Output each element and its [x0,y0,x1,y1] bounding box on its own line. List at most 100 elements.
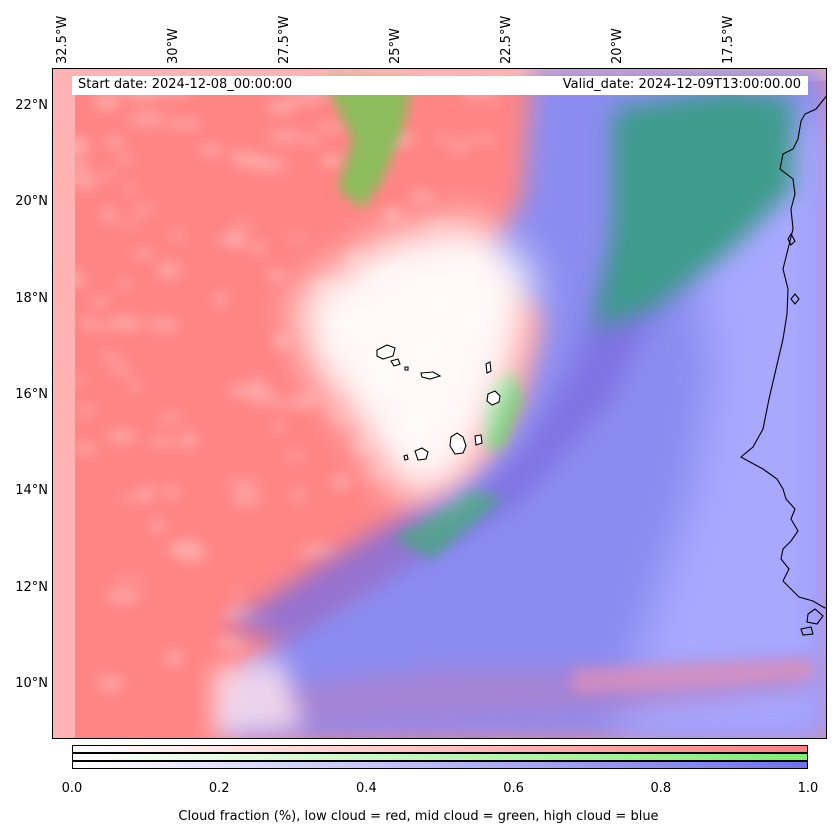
low-cloud-speckle [117,219,143,227]
low-cloud-speckle [79,315,97,330]
low-cloud-speckle [354,438,368,454]
low-cloud-speckle [93,93,121,110]
low-cloud-speckle [232,589,247,598]
low-cloud-speckle [68,161,90,173]
low-cloud-speckle [267,129,304,143]
colorbar-tick-label: 0.8 [650,781,672,796]
low-cloud-speckle [231,219,255,227]
low-cloud-speckle [213,290,228,308]
colorbar-label: Cloud fraction (%), low cloud = red, mid… [178,809,659,824]
longitude-tick-label: 27.5°W [277,15,292,64]
colorbar-tick-label: 0.2 [208,781,230,796]
low-cloud-speckle [271,421,287,430]
longitude-tick-label: 20°W [610,28,625,64]
cape-verde-islands [376,344,501,461]
africa-coastline-islands [787,232,800,305]
low-cloud-speckle [381,207,404,222]
valid-date-label: Valid_date: 2024-12-09T13:00:00.00 [562,77,801,92]
low-cloud-speckle [148,435,179,447]
colorbar-band-low [72,745,808,753]
latitude-tick-label: 16°N [15,386,48,402]
low-cloud-speckle [164,650,184,666]
low-cloud-speckle [231,154,269,169]
latitude-tick-label: 18°N [15,290,48,306]
low-cloud-speckle [113,576,145,582]
low-cloud-speckle [227,385,258,394]
low-cloud-speckle [98,675,123,692]
low-cloud-speckle [67,174,100,189]
low-cloud-speckle [106,430,137,443]
low-cloud-speckle [130,249,157,260]
low-cloud-speckle [107,315,143,331]
low-cloud-speckle [100,353,123,361]
low-cloud-speckle [101,208,118,223]
low-cloud-speckle [90,297,110,308]
low-cloud-speckle [127,380,141,391]
low-cloud-speckle [364,467,384,478]
longitude-tick-label: 17.5°W [721,15,736,64]
low-cloud-speckle [277,402,316,410]
low-cloud-speckle [323,155,344,167]
low-cloud-speckle [130,204,158,215]
latitude-tick-label: 14°N [15,483,48,499]
latitude-tick-label: 20°N [15,194,48,210]
low-cloud-speckle [163,485,180,499]
low-cloud-speckle [104,136,126,148]
longitude-tick-label: 22.5°W [499,15,514,64]
longitude-tick-label: 25°W [388,28,403,64]
low-cloud-speckle [127,110,167,128]
low-cloud-speckle [60,378,86,385]
colorbar-band-mid [72,753,808,761]
low-cloud-speckle [298,543,338,560]
low-cloud-south-streak [573,659,813,694]
low-cloud-speckle [463,135,499,143]
low-cloud-speckle [157,261,181,279]
low-cloud-speckle [331,474,350,490]
low-cloud-speckle [215,634,249,651]
low-cloud-speckle [167,119,202,129]
low-cloud-speckle [170,230,184,241]
low-cloud-speckle [160,413,182,422]
low-cloud-speckle [303,134,320,146]
africa-coastline [740,95,826,609]
low-cloud-speckle [63,270,85,287]
colorbar-tick-label: 0.0 [61,781,83,796]
low-cloud-speckle [75,406,96,417]
low-cloud-speckle [147,317,179,333]
date-header: Start date: 2024-12-08_00:00:00 Valid_da… [72,76,808,95]
low-cloud-speckle [99,170,116,181]
low-cloud-speckle [150,520,165,532]
colorbar-tick-label: 1.0 [797,781,819,796]
latitude-tick-label: 12°N [15,579,48,595]
low-cloud-speckle [450,139,468,155]
clear-sky-region [293,219,533,499]
low-cloud-speckle [225,230,247,248]
cloud-fraction-map [52,68,827,739]
low-cloud-speckle [91,324,111,331]
colorbar-band-high [72,761,808,769]
low-cloud-speckle [117,279,132,289]
map-canvas [53,69,826,738]
low-cloud-speckle [266,268,286,281]
low-cloud-speckle [266,99,295,114]
low-cloud-speckle [105,588,141,604]
mid-cloud-strip [393,489,503,559]
low-cloud-speckle [224,479,261,488]
low-cloud-speckle [116,154,134,165]
low-cloud-speckle [60,137,91,156]
low-cloud-speckle [289,393,323,404]
low-cloud-speckle [168,540,205,558]
low-cloud-margin-left [53,69,75,738]
latitude-tick-label: 10°N [15,675,48,691]
mid-cloud-northeast [593,89,793,329]
colorbar [72,745,808,769]
low-cloud-speckle [181,432,197,448]
low-cloud-speckle [124,181,137,195]
colorbar-tick-label: 0.4 [356,781,377,796]
low-cloud-speckle [214,235,234,244]
start-date-label: Start date: 2024-12-08_00:00:00 [78,77,293,92]
low-cloud-speckle [286,93,321,105]
low-cloud-speckle [283,234,309,242]
low-cloud-speckle [290,487,306,503]
latitude-tick-label: 22°N [15,98,48,113]
